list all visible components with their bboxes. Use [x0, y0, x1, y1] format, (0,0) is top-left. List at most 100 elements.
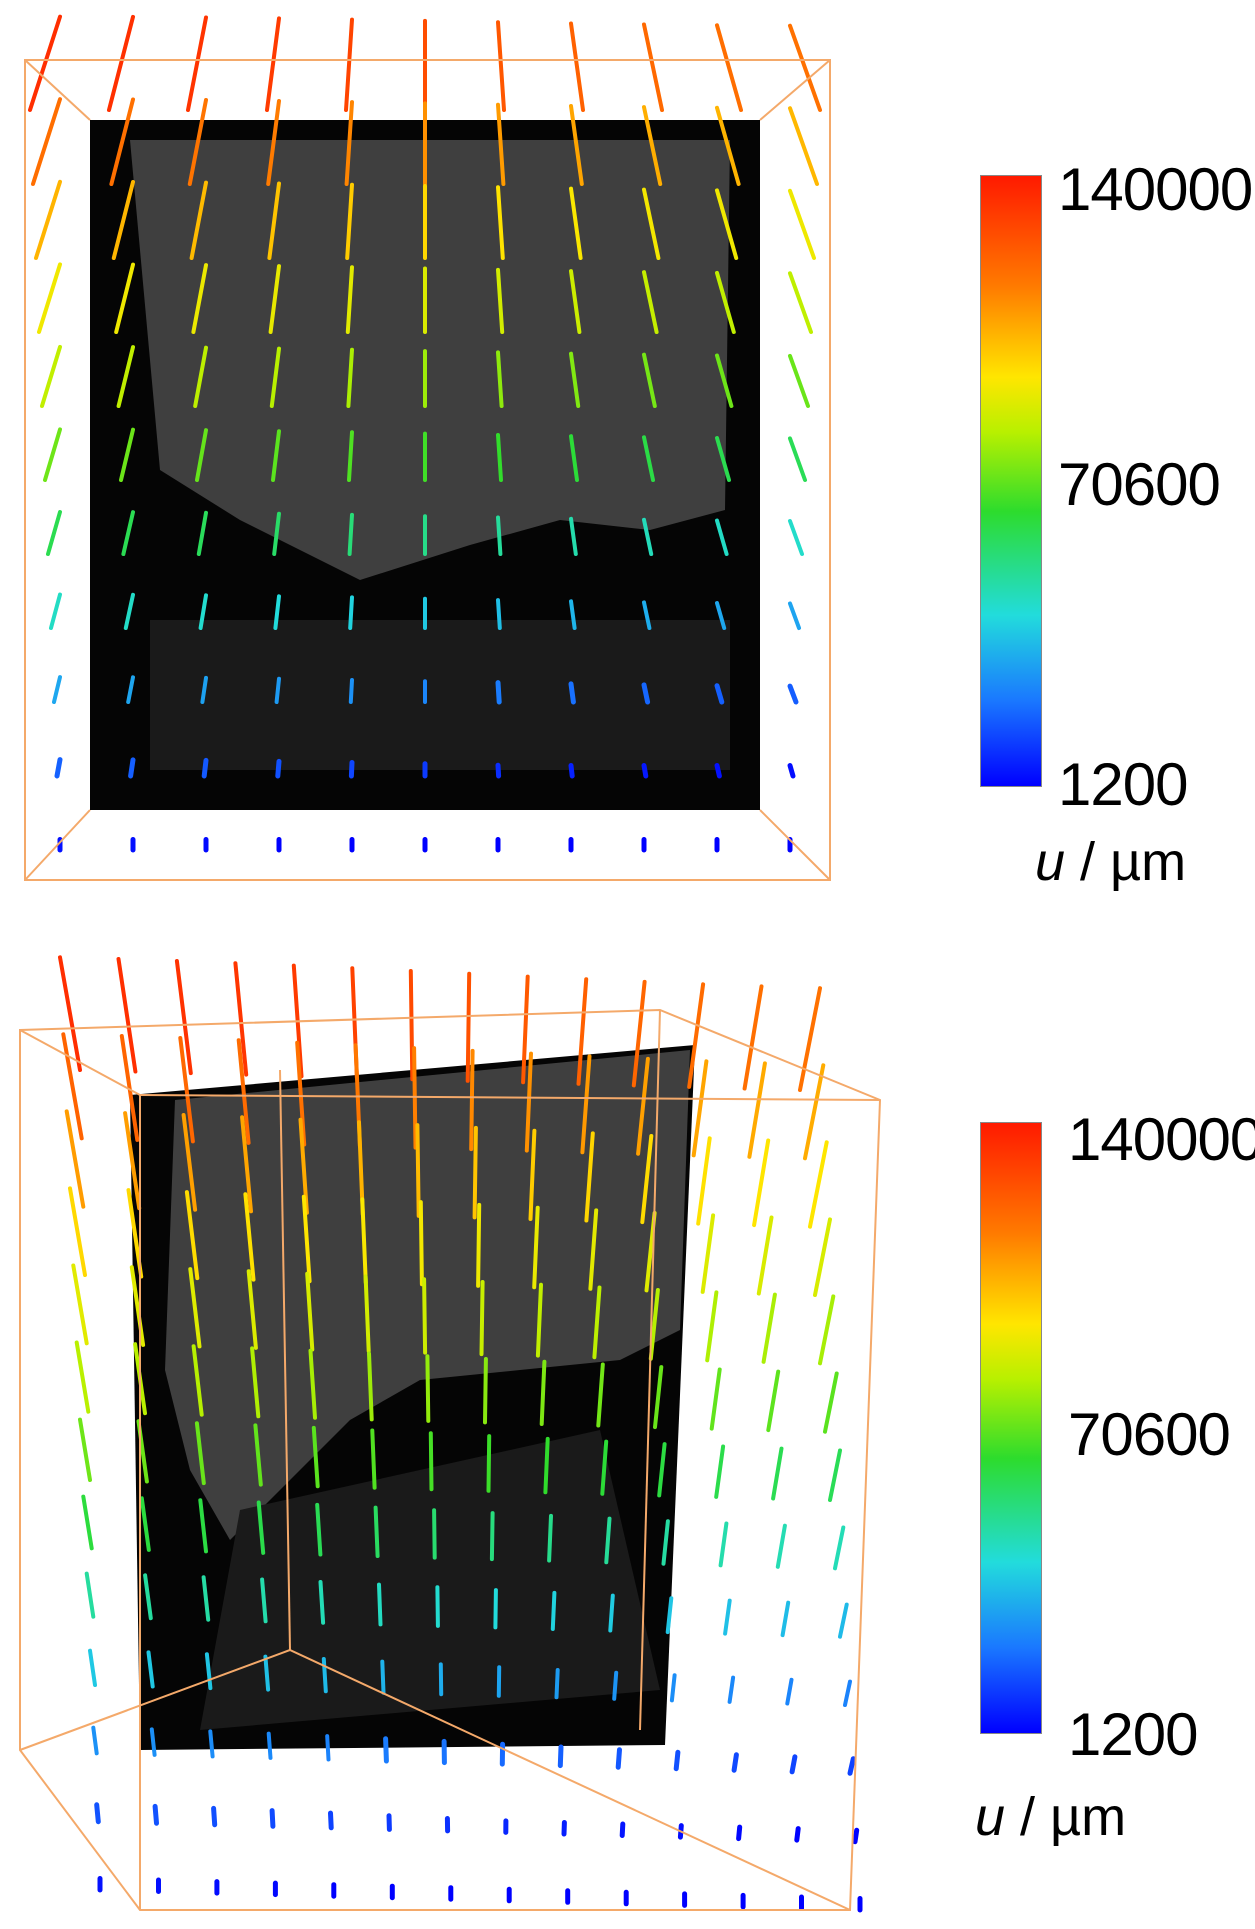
- vector-glyph: [191, 263, 208, 334]
- vector-glyph: [535, 1282, 543, 1358]
- vector-glyph: [348, 595, 354, 630]
- vector-glyph: [34, 179, 62, 260]
- vector-glyph: [780, 1600, 791, 1638]
- vector-glyph: [838, 1602, 849, 1639]
- vector-glyph: [49, 592, 62, 630]
- vector-glyph: [669, 1673, 677, 1703]
- vector-glyph: [736, 1824, 743, 1842]
- vector-glyph: [554, 1668, 560, 1700]
- vector-glyph: [604, 1516, 612, 1565]
- vector-glyph: [74, 1340, 91, 1414]
- vector-glyph: [636, 1056, 650, 1156]
- vector-glyph: [178, 1036, 195, 1144]
- vector-glyph: [715, 353, 734, 408]
- vector-glyph: [528, 1128, 537, 1221]
- vector-glyph: [495, 680, 502, 705]
- top-displacement-field: [24, 14, 831, 881]
- vector-glyph: [265, 16, 281, 112]
- vector-glyph: [94, 1802, 101, 1825]
- vector-glyph: [194, 1421, 206, 1486]
- vector-glyph: [311, 1425, 320, 1489]
- vector-glyph: [788, 601, 801, 630]
- vector-glyph: [642, 270, 659, 334]
- vector-glyph: [114, 262, 135, 334]
- vector-glyph: [771, 1446, 784, 1501]
- vector-glyph: [592, 1285, 602, 1360]
- vector-glyph: [64, 1109, 86, 1209]
- vector-glyph: [742, 984, 764, 1091]
- vector-glyph: [715, 23, 743, 112]
- vector-glyph: [84, 1571, 96, 1619]
- vector-glyph: [788, 436, 807, 482]
- vector-glyph: [328, 1810, 334, 1831]
- vector-glyph: [152, 1803, 159, 1826]
- vector-glyph: [823, 1371, 839, 1434]
- vector-glyph: [186, 15, 208, 112]
- vector-glyph: [31, 97, 62, 186]
- vector-glyph: [123, 1111, 142, 1211]
- vector-glyph: [495, 762, 502, 779]
- vector-glyph: [673, 1749, 681, 1772]
- vector-glyph: [360, 1197, 368, 1285]
- bottom-colorbar-max-label: 140000: [1068, 1106, 1255, 1173]
- vector-glyph: [496, 20, 506, 112]
- vector-glyph: [788, 271, 813, 334]
- vector-glyph: [301, 1194, 312, 1284]
- vector-glyph: [580, 1054, 592, 1155]
- vector-glyph: [116, 345, 135, 408]
- bottom-colorbar-min-label: 1200: [1068, 1701, 1198, 1768]
- vector-glyph: [521, 974, 530, 1085]
- vector-glyph: [665, 1596, 674, 1635]
- vector-glyph: [181, 1113, 198, 1212]
- vector-glyph: [569, 516, 578, 556]
- vector-glyph: [425, 1354, 431, 1423]
- vector-glyph: [143, 1573, 153, 1621]
- vector-glyph: [588, 1208, 599, 1291]
- vector-glyph: [756, 1215, 774, 1296]
- vector-glyph: [612, 1670, 619, 1701]
- vector-glyph: [731, 1752, 739, 1773]
- vector-glyph: [576, 977, 589, 1086]
- vector-glyph: [204, 1652, 213, 1691]
- vector-glyph: [211, 1805, 218, 1828]
- vector-glyph: [727, 1675, 736, 1704]
- vector-glyph: [187, 98, 208, 186]
- vector-glyph: [696, 1136, 712, 1226]
- vector-glyph: [344, 17, 354, 112]
- bottom-lower-region: [200, 1430, 660, 1730]
- vector-glyph: [596, 1362, 605, 1428]
- vector-glyph: [496, 102, 506, 186]
- bottom-colorbar: [980, 1122, 1042, 1734]
- vector-glyph: [344, 100, 354, 186]
- vector-glyph: [348, 678, 354, 704]
- vector-glyph: [557, 1744, 564, 1769]
- vector-glyph: [408, 969, 415, 1082]
- vector-glyph: [256, 1500, 266, 1555]
- vector-glyph: [269, 1808, 276, 1829]
- vector-glyph: [111, 180, 135, 260]
- vector-glyph: [476, 1202, 482, 1288]
- vector-glyph: [347, 512, 354, 556]
- vector-glyph: [787, 683, 799, 705]
- vector-glyph: [184, 1190, 200, 1281]
- vector-glyph: [714, 683, 725, 705]
- vector-glyph: [121, 510, 135, 556]
- vector-glyph: [373, 1505, 380, 1558]
- vector-glyph: [789, 1754, 798, 1775]
- vector-glyph: [377, 1582, 383, 1627]
- vector-glyph: [196, 510, 208, 556]
- vector-glyph: [174, 959, 193, 1076]
- vector-glyph: [788, 188, 816, 260]
- vector-glyph: [619, 1821, 626, 1838]
- vector-glyph: [236, 1038, 251, 1145]
- vector-glyph: [496, 267, 505, 334]
- vector-glyph: [687, 982, 706, 1089]
- vector-glyph: [539, 1359, 547, 1426]
- vector-glyph: [208, 1729, 215, 1759]
- top-lower-region: [150, 620, 730, 770]
- vector-glyph: [496, 515, 503, 556]
- vector-glyph: [275, 758, 282, 779]
- vector-glyph: [642, 105, 663, 186]
- bottom-colorbar-mid-label: 70600: [1068, 1401, 1231, 1468]
- vector-glyph: [347, 430, 354, 482]
